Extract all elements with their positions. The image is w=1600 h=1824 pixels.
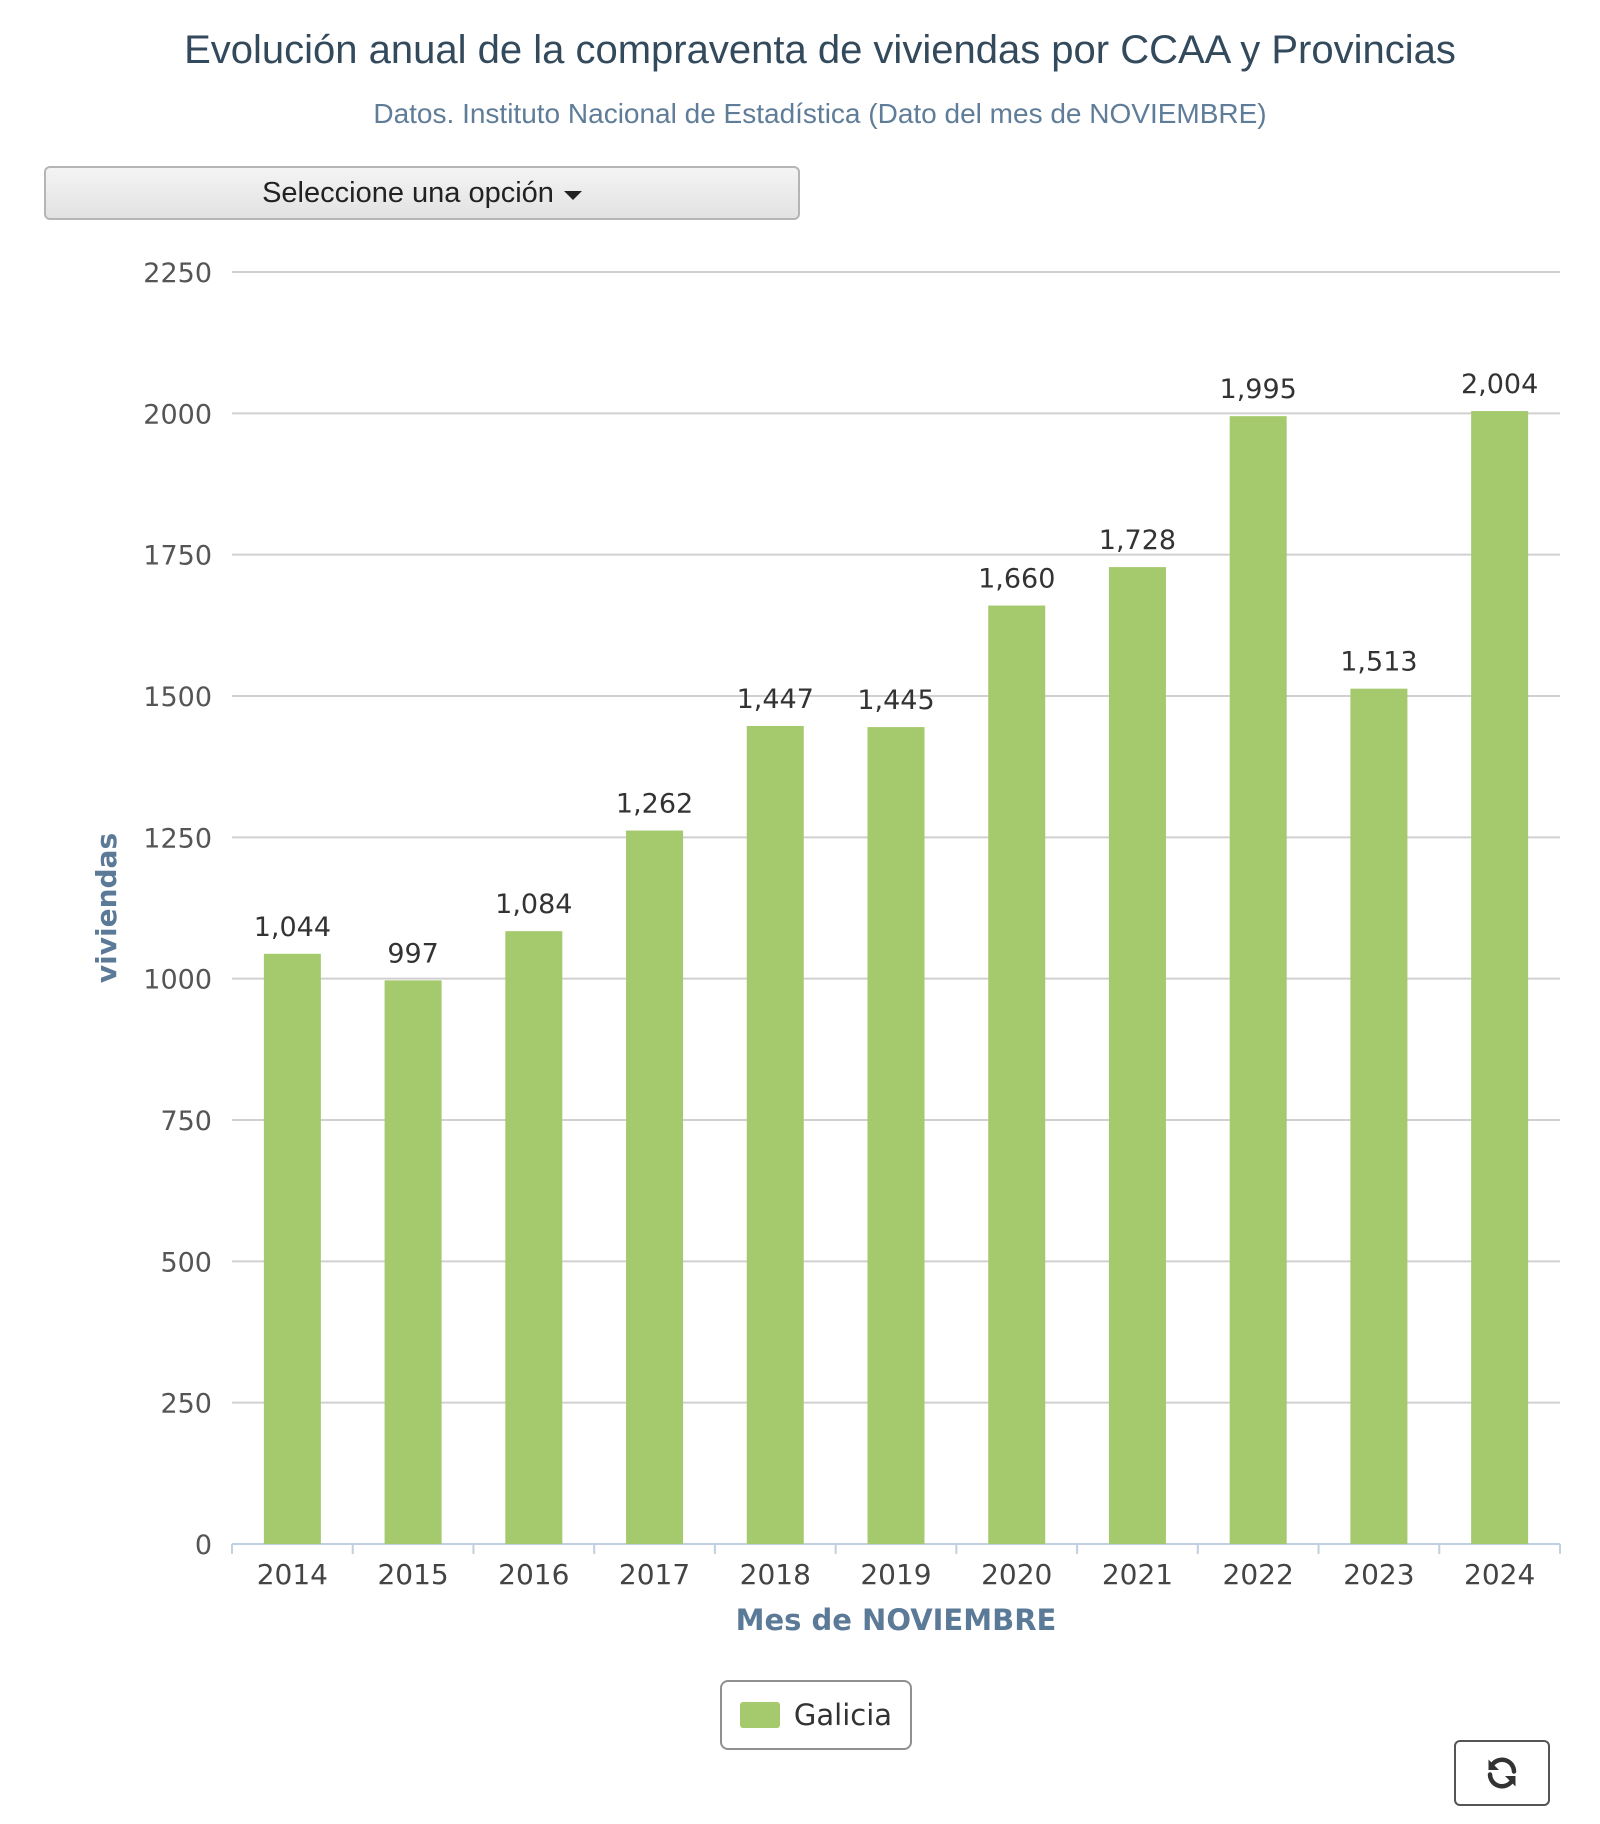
- y-axis-title: viviendas: [90, 833, 123, 983]
- x-tick-label-2024: 2024: [1464, 1558, 1535, 1591]
- y-tick-label: 1250: [143, 823, 212, 854]
- bar-2023[interactable]: [1350, 688, 1408, 1544]
- data-label-2022: 1,995: [1220, 374, 1297, 405]
- bar-2015[interactable]: [384, 980, 442, 1544]
- x-tick-label-2017: 2017: [619, 1558, 690, 1591]
- x-axis-title: Mes de NOVIEMBRE: [736, 1603, 1057, 1637]
- data-label-2014: 1,044: [254, 912, 331, 943]
- legend-swatch: [739, 1702, 780, 1728]
- x-tick-label-2020: 2020: [981, 1558, 1052, 1591]
- bar-2022[interactable]: [1229, 416, 1287, 1544]
- x-tick-label-2022: 2022: [1223, 1558, 1294, 1591]
- bars: [263, 411, 1529, 1544]
- refresh-icon: [1487, 1757, 1517, 1789]
- chart-subtitle: Datos. Instituto Nacional de Estadística…: [373, 98, 1267, 129]
- bar-2020[interactable]: [988, 605, 1046, 1544]
- data-label-2016: 1,084: [495, 889, 572, 920]
- legend-label: Galicia: [793, 1698, 893, 1732]
- data-label-2019: 1,445: [857, 685, 934, 716]
- data-label-2020: 1,660: [978, 564, 1055, 595]
- bar-2016[interactable]: [505, 931, 563, 1544]
- y-tick-label: 750: [160, 1106, 212, 1137]
- refresh-button[interactable]: [1454, 1740, 1550, 1806]
- bar-chart: 0 250 500 750 1000 1250 1500 1750 2000 2250 1,044…: [90, 258, 1561, 1637]
- caret-down-icon: [563, 190, 582, 200]
- y-tick-label: 500: [160, 1247, 212, 1278]
- x-tick-label-2019: 2019: [860, 1558, 931, 1591]
- bar-2019[interactable]: [867, 727, 925, 1544]
- bar-2017[interactable]: [626, 830, 684, 1544]
- y-tick-label: 1750: [143, 541, 212, 572]
- data-label-2017: 1,262: [616, 789, 693, 820]
- select-option-dropdown[interactable]: Seleccione una opción: [44, 166, 800, 220]
- data-label-2018: 1,447: [737, 684, 814, 715]
- y-tick-label: 0: [195, 1530, 212, 1561]
- x-tick-label-2015: 2015: [377, 1558, 448, 1591]
- legend-item-galicia[interactable]: Galicia: [720, 1680, 912, 1750]
- y-tick-label: 1500: [143, 682, 212, 713]
- bar-2021[interactable]: [1108, 567, 1166, 1544]
- data-label-2021: 1,728: [1099, 525, 1176, 556]
- data-labels: 1,044 997 1,084 1,262 1,447 1,445 1,660 1,728 1,…: [254, 369, 1539, 969]
- y-tick-label: 250: [160, 1389, 212, 1420]
- data-label-2023: 1,513: [1340, 647, 1417, 678]
- bar-2014[interactable]: [263, 953, 321, 1544]
- x-tick-label-2021: 2021: [1102, 1558, 1173, 1591]
- select-option-label: Seleccione una opción: [262, 176, 554, 209]
- y-tick-label: 1000: [143, 965, 212, 996]
- y-axis-ticks: 0 250 500 750 1000 1250 1500 1750 2000 2250: [143, 258, 212, 1561]
- x-tick-label-2023: 2023: [1343, 1558, 1414, 1591]
- bar-2024[interactable]: [1471, 411, 1529, 1544]
- chart-title: Evolución anual de la compraventa de viv…: [184, 28, 1456, 72]
- x-tick-label-2016: 2016: [498, 1558, 569, 1591]
- y-tick-label: 2250: [143, 258, 212, 289]
- data-label-2024: 2,004: [1461, 369, 1538, 400]
- x-axis-ticks: 2014 2015 2016 2017 2018 2019 2020 2021 2022 2023…: [231, 1544, 1561, 1591]
- data-label-2015: 997: [387, 938, 439, 969]
- y-tick-label: 2000: [143, 399, 212, 430]
- bar-2018[interactable]: [746, 725, 804, 1544]
- x-tick-label-2018: 2018: [740, 1558, 811, 1591]
- x-tick-label-2014: 2014: [257, 1558, 328, 1591]
